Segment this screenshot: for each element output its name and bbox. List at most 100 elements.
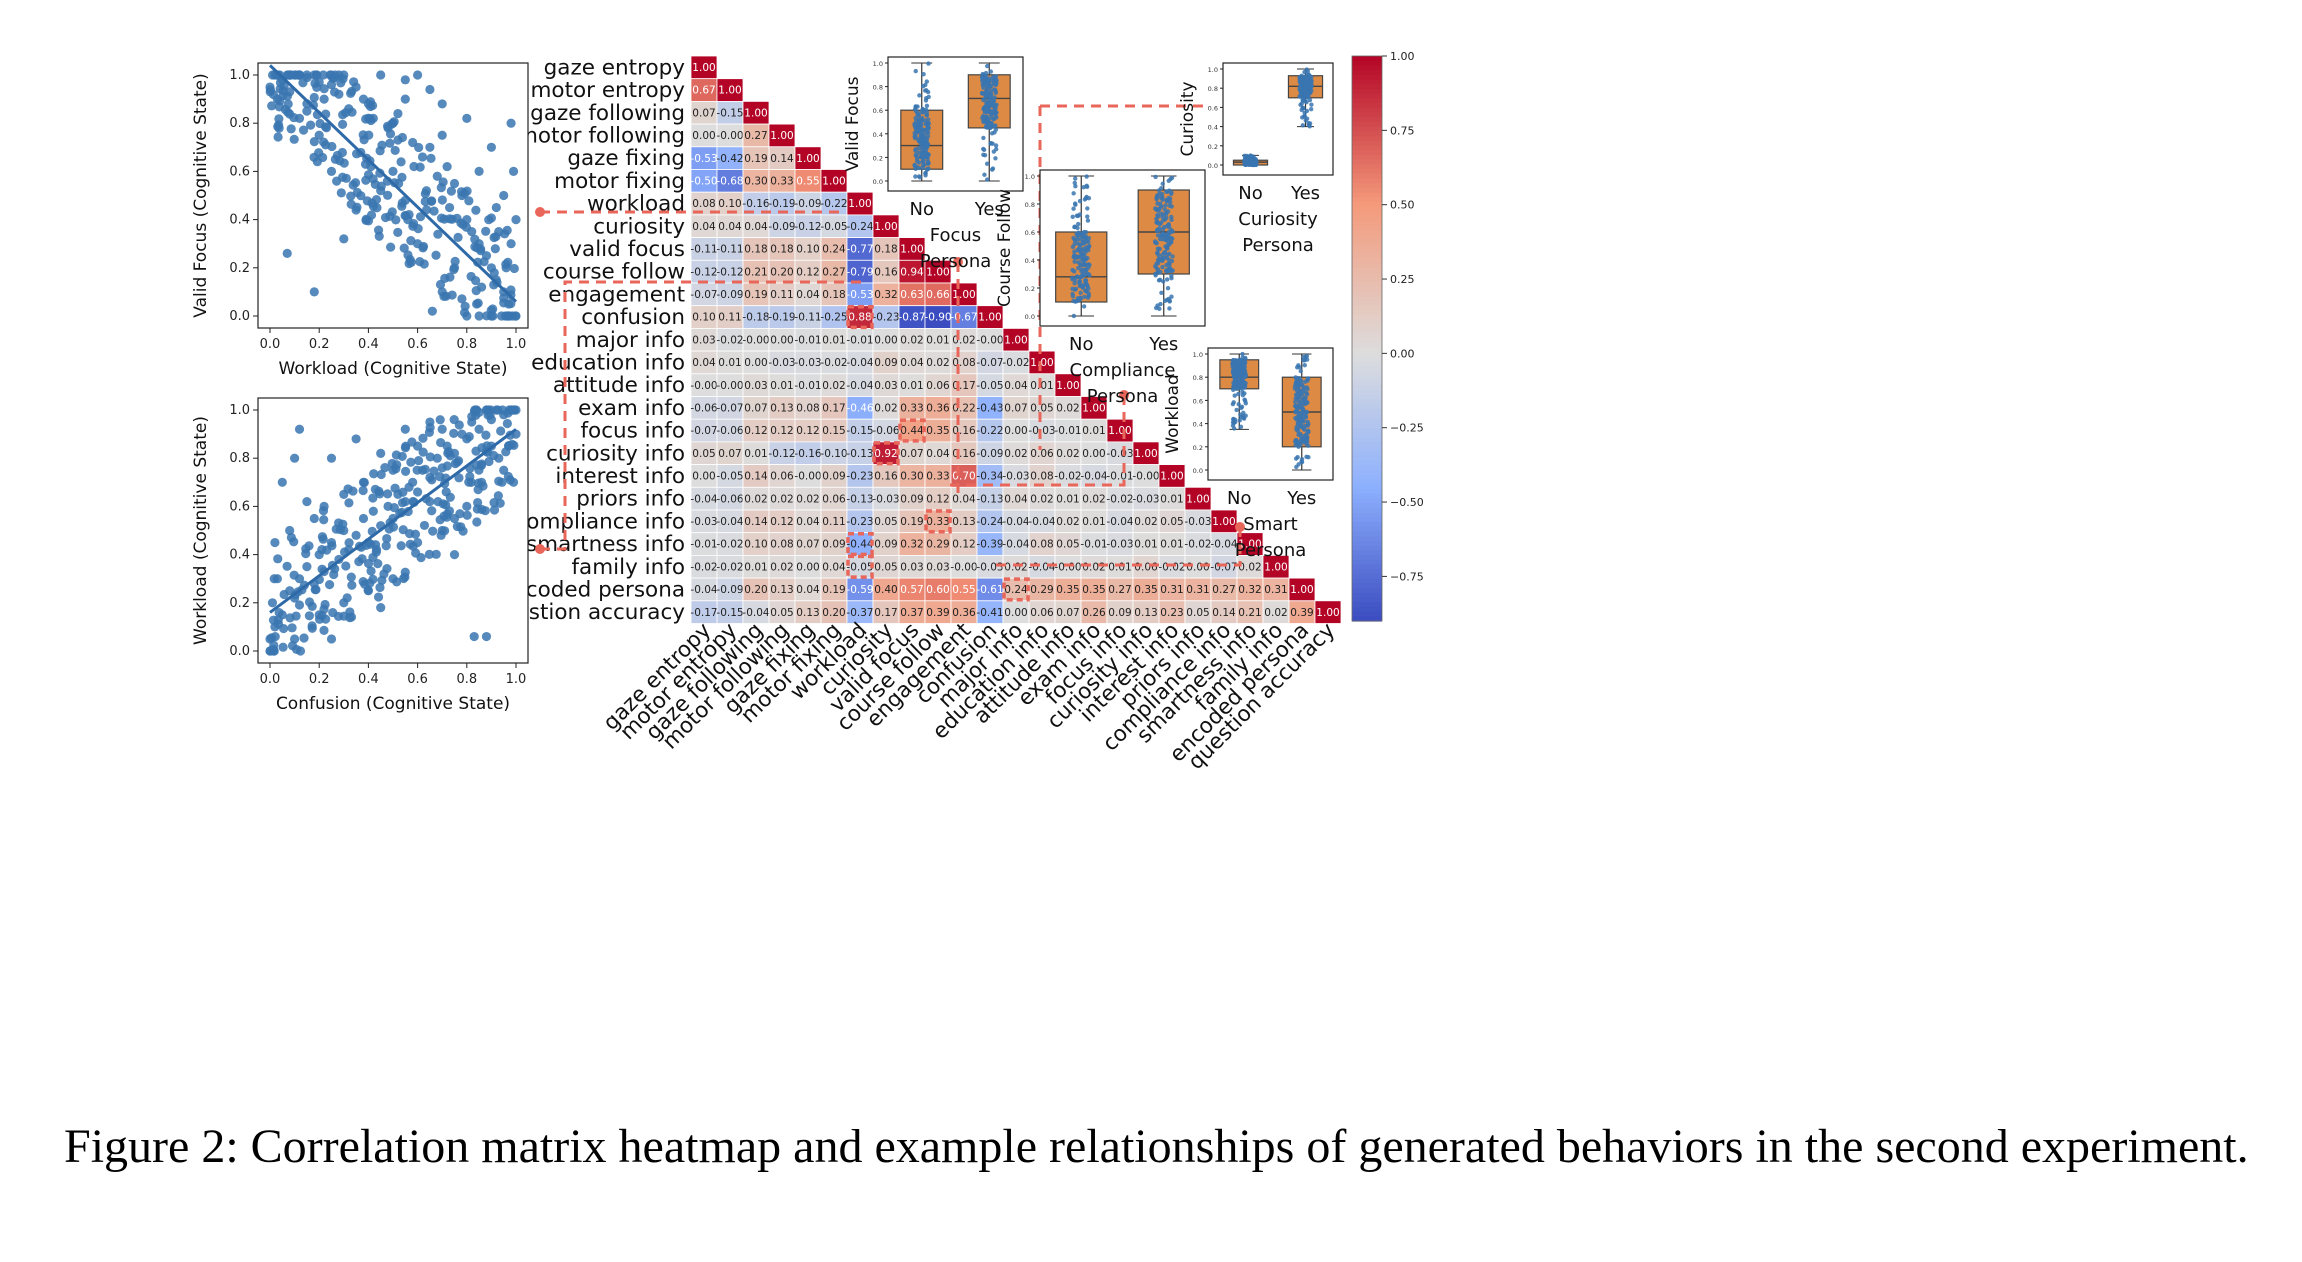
- heatmap-cell-value: 0.00: [796, 561, 819, 573]
- scatter-point: [454, 473, 464, 483]
- heatmap-cell-value: 0.06: [770, 471, 794, 483]
- colorbar-segment: [1352, 555, 1382, 561]
- scatter-point: [286, 124, 296, 134]
- scatter-point: [491, 202, 501, 213]
- jitter-point: [1169, 275, 1174, 281]
- jitter-point: [1240, 381, 1245, 386]
- y-tick-label: 0.6: [229, 164, 250, 179]
- heatmap-cell-value: -0.00: [1132, 471, 1159, 483]
- scatter-point: [380, 463, 390, 473]
- heatmap-cell-value: -0.04: [1002, 516, 1029, 528]
- scatter-point: [436, 182, 446, 193]
- heatmap-cell-value: 0.13: [770, 584, 793, 596]
- scatter-point: [401, 466, 411, 477]
- heatmap-cell-value: -0.02: [1184, 539, 1211, 551]
- jitter-point: [1164, 245, 1170, 250]
- scatter-point: [278, 623, 289, 634]
- row-label: family info: [571, 555, 685, 580]
- scatter-point: [452, 213, 462, 223]
- scatter-point: [413, 70, 423, 80]
- scatter-point: [398, 487, 408, 497]
- row-label: gaze following: [530, 101, 685, 126]
- scatter-point: [462, 113, 472, 123]
- trend-line: [268, 64, 518, 303]
- y-tick-label: 0.0: [873, 178, 883, 186]
- callout-dot: [953, 257, 963, 267]
- heatmap-cell-value: -0.46: [846, 402, 873, 414]
- heatmap-cell-value: 0.18: [874, 244, 897, 256]
- x-tick-label: 0.0: [260, 337, 281, 352]
- heatmap-cell-value: 0.02: [1030, 493, 1053, 505]
- jitter-point: [1300, 98, 1306, 103]
- scatter-point: [301, 544, 311, 554]
- scatter-point: [267, 101, 277, 111]
- scatter-point: [368, 493, 378, 503]
- jitter-point: [1074, 254, 1079, 259]
- jitter-point: [1249, 162, 1255, 167]
- scatter-point: [383, 489, 393, 499]
- scatter-point: [419, 259, 429, 269]
- colorbar-segment: [1352, 93, 1382, 99]
- heatmap-cell-value: 0.06: [1030, 607, 1054, 619]
- jitter-point: [1307, 121, 1313, 126]
- scatter-point: [403, 250, 413, 260]
- heatmap-cell-value: 0.01: [1160, 539, 1183, 551]
- heatmap-cell-value: 0.13: [796, 607, 819, 619]
- scatter-point: [429, 206, 439, 216]
- scatter-point: [290, 453, 300, 463]
- heatmap-cell-value: 0.03: [900, 561, 923, 573]
- heatmap-cell-value: 0.27: [1108, 584, 1131, 596]
- jitter-point: [1232, 367, 1237, 372]
- colorbar-segment: [1352, 300, 1382, 307]
- colorbar-segment: [1352, 611, 1382, 617]
- x-tick-label: 0.2: [309, 337, 330, 352]
- heatmap-cell-value: -0.03: [1106, 448, 1133, 460]
- jitter-point: [1160, 253, 1165, 258]
- y-axis-label: Curiosity: [1178, 81, 1198, 156]
- y-tick-label: 0.4: [1193, 421, 1203, 429]
- jitter-point: [1300, 123, 1306, 128]
- category-label: Yes: [1286, 488, 1316, 509]
- scatter-point: [324, 579, 335, 590]
- jitter-point: [988, 69, 994, 74]
- y-tick-label: 0.8: [229, 451, 250, 466]
- heatmap-cell-value: 1.00: [900, 244, 923, 256]
- scatter-point: [304, 611, 315, 621]
- jitter-point: [1305, 69, 1310, 74]
- category-label: Yes: [1148, 334, 1178, 355]
- jitter-point: [919, 134, 924, 139]
- scatter-point: [385, 138, 395, 148]
- heatmap-cell-value: 0.09: [900, 493, 923, 505]
- heatmap-cell-value: -0.04: [742, 607, 769, 619]
- heatmap-cell-value: 0.57: [900, 584, 923, 596]
- jitter-point: [913, 108, 919, 113]
- scatter-point: [431, 549, 441, 559]
- jitter-point: [992, 103, 998, 109]
- row-label: focus info: [580, 419, 685, 444]
- scatter-point: [411, 548, 421, 558]
- heatmap-cell-value: -0.13: [846, 448, 873, 460]
- jitter-point: [1159, 191, 1165, 197]
- jitter-point: [920, 159, 926, 164]
- jitter-point: [1160, 279, 1166, 284]
- scatter-point: [385, 129, 396, 139]
- figure-caption: Figure 2: Correlation matrix heatmap and…: [64, 1120, 2249, 1173]
- scatter-point: [379, 569, 389, 579]
- heatmap-cell-value: -0.00: [716, 380, 743, 392]
- heatmap-cell-value: 1.00: [1108, 425, 1131, 437]
- jitter-point: [1299, 107, 1304, 113]
- heatmap-cell-value: -0.03: [1132, 493, 1159, 505]
- y-tick-label: 0.8: [1208, 85, 1218, 93]
- heatmap-cell-value: -0.09: [716, 584, 743, 596]
- jitter-point: [1238, 424, 1244, 430]
- heatmap-cell-value: -0.15: [846, 425, 873, 437]
- scatter-point: [425, 84, 435, 95]
- jitter-point: [1076, 260, 1081, 265]
- jitter-point: [1241, 374, 1246, 380]
- colorbar-segment: [1352, 286, 1382, 293]
- jitter-point: [1073, 202, 1078, 207]
- scatter-point: [361, 175, 371, 185]
- scatter-point: [474, 311, 484, 321]
- jitter-point: [993, 127, 999, 132]
- scatter-point: [435, 472, 445, 482]
